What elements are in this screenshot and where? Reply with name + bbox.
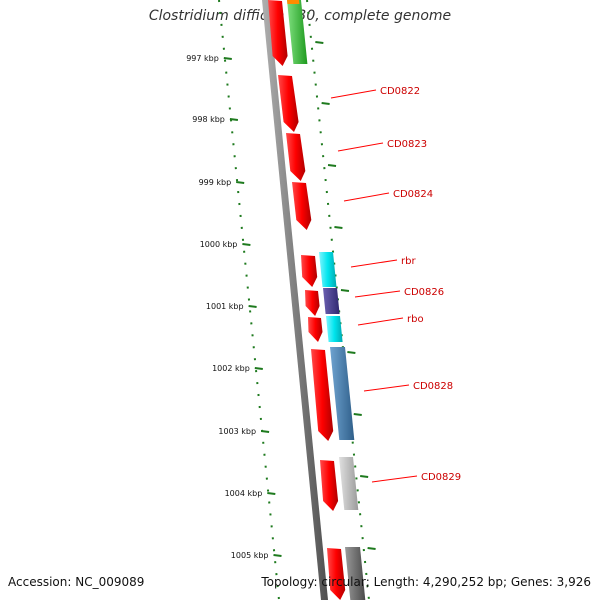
scale-tick — [242, 243, 251, 246]
gene-arrow-partial[interactable] — [327, 548, 346, 600]
gene-arrow-rbr[interactable] — [301, 255, 318, 287]
cds-block-CD0829[interactable] — [339, 457, 359, 510]
gene-label-CD0823[interactable]: CD0823 — [387, 139, 427, 150]
cds-block-partial[interactable] — [287, 0, 308, 64]
track-tick — [315, 41, 324, 44]
track-tick — [321, 102, 330, 105]
gene-arrow-CD0829[interactable] — [320, 460, 339, 511]
scale-tick — [223, 57, 232, 60]
track-tick — [334, 226, 343, 229]
cds-block-CD0828[interactable] — [330, 347, 355, 440]
scale-tick-label: 1004 kbp — [225, 489, 263, 498]
scale-tick — [273, 554, 282, 557]
gene-arrow-partial[interactable] — [268, 0, 288, 66]
cds-block-CD0826[interactable] — [323, 288, 340, 314]
gene-label-leader — [363, 384, 410, 392]
scale-tick — [267, 492, 276, 495]
gene-label-leader — [357, 317, 404, 326]
gene-arrow-CD0823[interactable] — [286, 133, 306, 181]
track-tick — [340, 289, 350, 292]
cds-block-partial[interactable] — [345, 547, 366, 600]
gene-label-leader — [371, 475, 418, 483]
gene-label-CD0824[interactable]: CD0824 — [393, 189, 433, 200]
gene-arrow-CD0826[interactable] — [305, 290, 320, 316]
scale-tick — [248, 305, 257, 308]
genome-summary-text: Topology: circular; Length: 4,290,252 bp… — [261, 575, 591, 589]
scale-tick-label: 1002 kbp — [212, 364, 250, 373]
gene-label-rbo[interactable]: rbo — [407, 314, 424, 325]
cds-block-rbr[interactable] — [319, 252, 337, 287]
gene-arrow-CD0824[interactable] — [292, 182, 312, 230]
gene-label-leader — [354, 290, 401, 298]
genome-backbone — [262, 0, 328, 600]
scale-tick-label: 1000 kbp — [200, 240, 238, 249]
track-tick — [360, 475, 369, 478]
gene-label-CD0826[interactable]: CD0826 — [404, 287, 444, 298]
scale-tick-label: 997 kbp — [186, 54, 219, 63]
gene-label-CD0829[interactable]: CD0829 — [421, 472, 461, 483]
scale-tick-label: 1003 kbp — [218, 427, 256, 436]
accession-text: Accession: NC_009089 — [8, 575, 145, 589]
scale-tick-label: 1001 kbp — [206, 302, 244, 311]
scale-tick-label: 999 kbp — [199, 178, 232, 187]
gene-label-leader — [350, 259, 398, 268]
scale-tick — [229, 118, 239, 121]
scale-tick — [260, 430, 270, 433]
gene-arrow-rbo[interactable] — [308, 317, 323, 342]
scale-tick-label: 998 kbp — [192, 115, 225, 124]
cds-block-orange[interactable] — [287, 0, 300, 4]
scale-tick-label: 1005 kbp — [231, 551, 269, 560]
track-tick — [367, 547, 376, 550]
track-tick — [353, 413, 362, 416]
gene-label-leader — [330, 89, 377, 99]
track-tick — [327, 164, 337, 167]
gene-label-CD0822[interactable]: CD0822 — [380, 86, 420, 97]
gene-label-CD0828[interactable]: CD0828 — [413, 381, 453, 392]
scale-tick — [254, 367, 263, 370]
scale-tick — [236, 181, 245, 184]
cds-block-rbo[interactable] — [326, 316, 343, 342]
gene-label-rbr[interactable]: rbr — [401, 256, 416, 267]
gene-arrow-CD0828[interactable] — [311, 349, 334, 441]
gene-label-leader — [343, 192, 390, 202]
scale-track-left — [218, 0, 280, 600]
gene-label-leader — [337, 142, 384, 152]
track-tick — [347, 351, 356, 354]
gene-arrow-CD0822[interactable] — [278, 75, 299, 132]
